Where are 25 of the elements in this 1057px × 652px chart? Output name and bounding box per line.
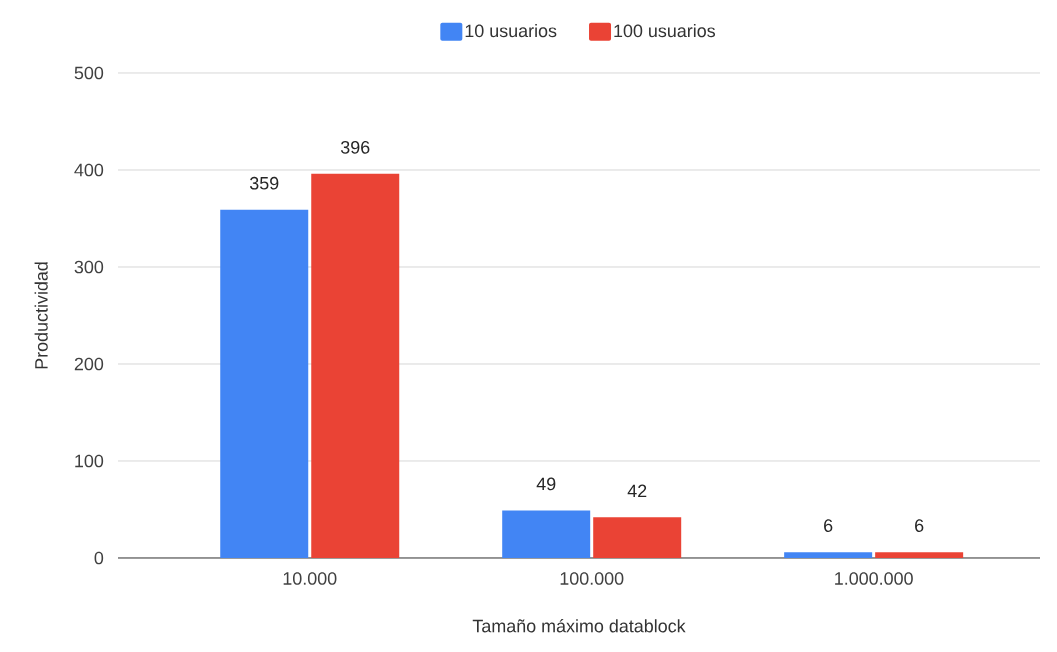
y-tick-label: 400 <box>74 163 104 177</box>
y-axis-title: Productividad <box>34 262 48 369</box>
bar <box>311 173 400 558</box>
y-tick-label: 500 <box>74 66 104 80</box>
data-label: 359 <box>249 176 279 190</box>
y-tick-label: 100 <box>75 454 104 468</box>
data-label: 6 <box>915 519 924 532</box>
bar <box>220 209 309 558</box>
x-axis-title: Tamaño máximo datablock <box>472 619 686 633</box>
y-tick-label: 0 <box>94 551 104 565</box>
data-label: 49 <box>536 477 556 491</box>
data-label: 42 <box>627 484 647 498</box>
bar <box>784 552 873 558</box>
x-tick-label: 10.000 <box>283 572 337 585</box>
data-label: 6 <box>824 519 833 532</box>
legend-label: 10 usuarios <box>465 24 557 38</box>
legend-label: 100 usuarios <box>614 24 716 38</box>
bar <box>502 510 591 558</box>
data-label: 396 <box>340 140 370 154</box>
x-tick-label: 100.000 <box>560 572 624 585</box>
bar <box>875 552 964 558</box>
bar <box>593 517 682 558</box>
x-tick-label: 1.000.000 <box>835 572 913 585</box>
y-tick-label: 300 <box>74 260 104 274</box>
y-tick-label: 200 <box>74 357 104 371</box>
